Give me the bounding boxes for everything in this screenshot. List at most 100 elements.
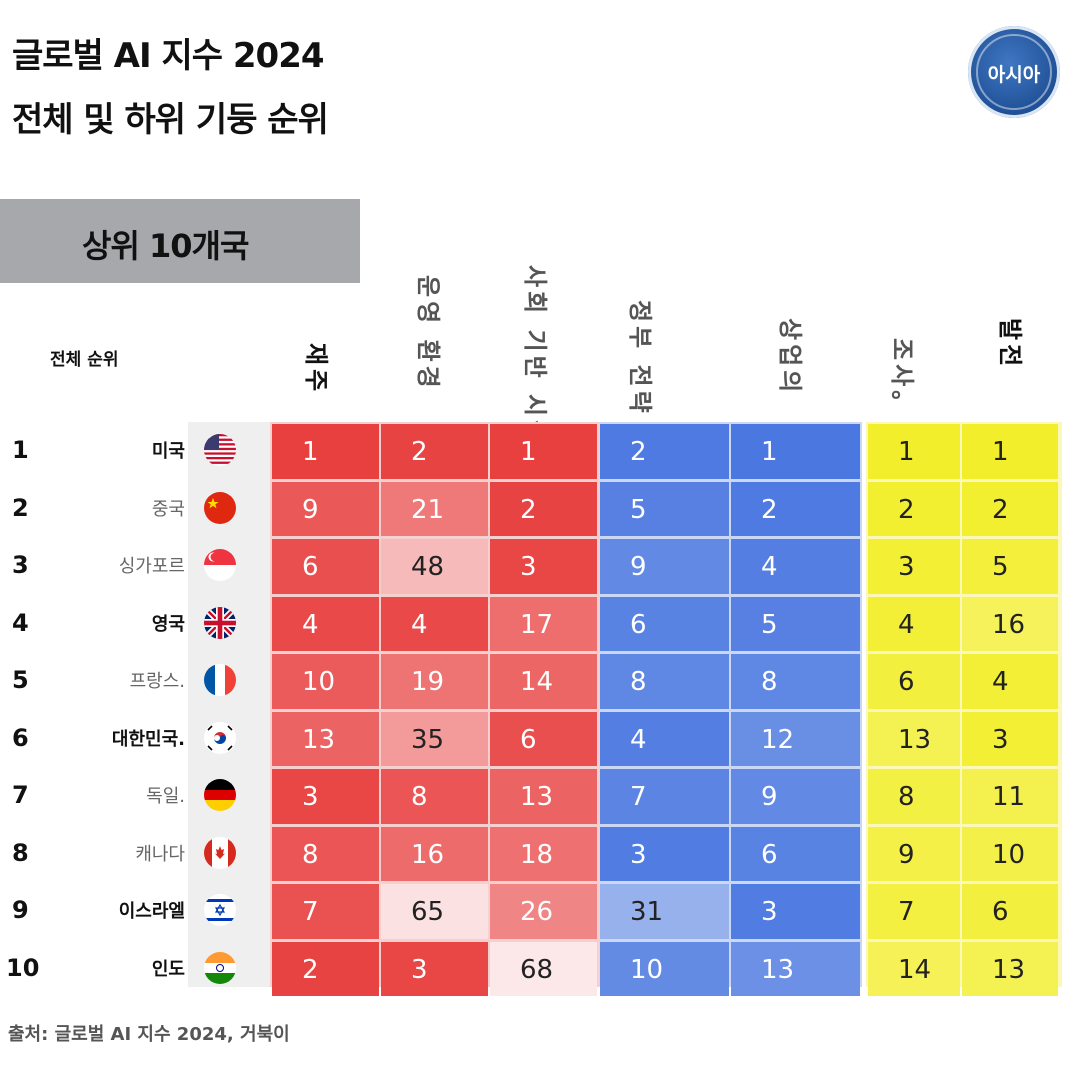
- table-cell: 3: [490, 539, 597, 594]
- overall-rank: 2: [12, 493, 29, 522]
- logo-text: 아시아: [987, 64, 1041, 86]
- table-cell: 6: [490, 711, 597, 766]
- overall-rank: 7: [12, 781, 29, 809]
- table-cell: 3: [962, 711, 1058, 766]
- table-cell: 2: [381, 424, 488, 479]
- table-cell: 4: [731, 539, 860, 594]
- column-header: 발전: [996, 318, 1024, 371]
- table-cell: 4: [272, 596, 379, 651]
- table-cell: 8: [868, 769, 960, 824]
- page-subtitle: 전체 및 하위 기둥 순위: [12, 100, 329, 140]
- table-cell: 21: [381, 481, 488, 536]
- table-cell: 26: [490, 884, 597, 939]
- table-cell: 4: [600, 711, 729, 766]
- country-name: 캐나다: [135, 843, 185, 865]
- table-cell: 9: [272, 481, 379, 536]
- kr-flag-icon: [204, 721, 236, 754]
- table-cell: 2: [962, 481, 1058, 536]
- table-cell: 48: [381, 539, 488, 594]
- table-cell: 68: [490, 941, 597, 996]
- table-cell: 7: [868, 884, 960, 939]
- column-header: 운영 환경: [414, 275, 442, 392]
- table-cell: 3: [381, 941, 488, 996]
- column-header: 정부 전략: [626, 300, 654, 417]
- table-cell: 1: [868, 424, 960, 479]
- table-cell: 3: [731, 884, 860, 939]
- overall-rank: 5: [12, 666, 29, 694]
- table-cell: 14: [490, 654, 597, 709]
- table-cell: 7: [600, 769, 729, 824]
- table-cell: 1: [962, 424, 1058, 479]
- overall-rank: 1: [12, 436, 29, 464]
- country-name: 프랑스.: [129, 671, 185, 692]
- country-name: 이스라엘: [118, 901, 185, 922]
- country-name: 싱가포르: [118, 556, 185, 577]
- table-cell: 16: [381, 826, 488, 881]
- us-flag-icon: [204, 434, 236, 466]
- country-name: 독일.: [146, 786, 185, 807]
- table-cell: 9: [600, 539, 729, 594]
- overall-rank: 10: [6, 953, 40, 982]
- source-note: 출처: 글로벌 AI 지수 2024, 거북이: [8, 1024, 290, 1045]
- table-cell: 11: [962, 769, 1058, 824]
- column-header: 조사。: [888, 338, 916, 419]
- overall-rank: 4: [12, 608, 29, 637]
- table-cell: 6: [600, 596, 729, 651]
- table-cell: 3: [272, 769, 379, 824]
- column-header: 상업의: [776, 318, 804, 397]
- table-cell: 2: [868, 481, 960, 536]
- table-cell: 9: [868, 826, 960, 881]
- country-name: 영국: [151, 613, 185, 635]
- table-cell: 5: [962, 539, 1058, 594]
- table-cell: 10: [272, 654, 379, 709]
- table-cell: 19: [381, 654, 488, 709]
- page-title: 글로벌 AI 지수 2024: [12, 36, 325, 76]
- table-cell: 13: [731, 941, 860, 996]
- table-cell: 14: [868, 941, 960, 996]
- table-cell: 8: [600, 654, 729, 709]
- fr-flag-icon: [204, 664, 236, 696]
- column-header: 사회 기반 시설: [521, 265, 549, 447]
- table-cell: 1: [490, 424, 597, 479]
- table-cell: 2: [490, 481, 597, 536]
- table-cell: 17: [490, 596, 597, 651]
- table-cell: 65: [381, 884, 488, 939]
- in-flag-icon: [204, 951, 236, 984]
- top-10-banner: 상위 10개국: [0, 199, 360, 283]
- table-cell: 18: [490, 826, 597, 881]
- overall-rank: 9: [12, 896, 29, 924]
- overall-rank: 6: [12, 723, 29, 752]
- table-cell: 4: [381, 596, 488, 651]
- table-cell: 13: [490, 769, 597, 824]
- table-cell: 3: [600, 826, 729, 881]
- country-name: 대한민국.: [111, 728, 185, 750]
- il-flag-icon: [204, 894, 236, 926]
- table-cell: 2: [600, 424, 729, 479]
- table-cell: 4: [868, 596, 960, 651]
- table-cell: 1: [731, 424, 860, 479]
- country-name: 미국: [151, 441, 185, 462]
- table-cell: 13: [272, 711, 379, 766]
- table-cell: 8: [381, 769, 488, 824]
- table-cell: 8: [272, 826, 379, 881]
- banner-text: 상위 10개국: [82, 227, 249, 265]
- table-cell: 10: [600, 941, 729, 996]
- ca-flag-icon: [204, 836, 236, 869]
- table-cell: 6: [868, 654, 960, 709]
- table-cell: 10: [962, 826, 1058, 881]
- asia-logo: 아시아: [968, 26, 1060, 118]
- table-cell: 16: [962, 596, 1058, 651]
- logo-ring: [976, 34, 1052, 110]
- table-cell: 1: [272, 424, 379, 479]
- table-cell: 6: [962, 884, 1058, 939]
- de-flag-icon: [204, 779, 236, 811]
- table-cell: 13: [962, 941, 1058, 996]
- table-cell: 35: [381, 711, 488, 766]
- table-cell: 3: [868, 539, 960, 594]
- table-cell: 13: [868, 711, 960, 766]
- table-cell: 6: [272, 539, 379, 594]
- table-cell: 12: [731, 711, 860, 766]
- sg-flag-icon: [204, 549, 236, 581]
- table-cell: 9: [731, 769, 860, 824]
- column-header: 재주: [302, 343, 330, 396]
